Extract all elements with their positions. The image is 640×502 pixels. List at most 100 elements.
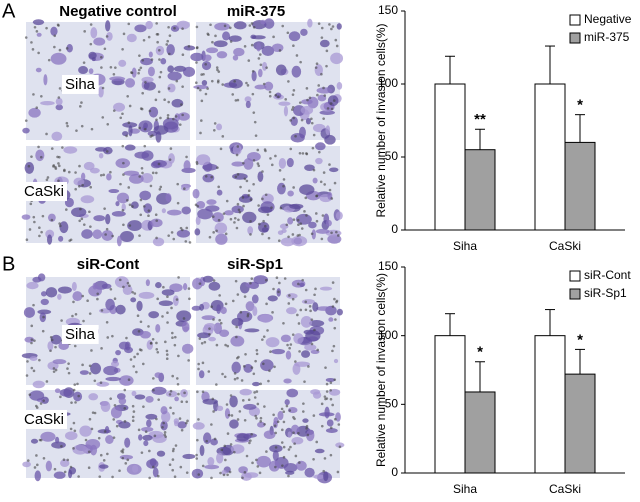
pore [250, 366, 254, 369]
pore [40, 94, 43, 98]
significance: ** [474, 111, 486, 128]
cell [148, 311, 160, 319]
cell [259, 314, 272, 323]
pore [272, 413, 275, 417]
cell [326, 419, 334, 427]
cell [40, 291, 47, 297]
pore [291, 105, 295, 109]
cell [301, 99, 313, 105]
pore [328, 23, 331, 26]
bar [564, 141, 596, 231]
pore [248, 441, 251, 445]
pore [276, 420, 280, 424]
pore [100, 55, 103, 59]
pore [229, 394, 233, 397]
pore [331, 25, 335, 28]
cell [140, 173, 154, 184]
pore [53, 34, 57, 38]
cell [111, 211, 126, 217]
pore [140, 451, 144, 454]
cell [213, 322, 222, 335]
pore [172, 237, 176, 241]
pore [250, 22, 254, 25]
pore [220, 448, 224, 452]
cell [71, 207, 87, 218]
cell [335, 211, 343, 220]
cell [90, 362, 102, 375]
pore [243, 45, 247, 48]
pore [204, 92, 208, 96]
pore [179, 465, 183, 469]
pore [231, 299, 235, 303]
cell [174, 396, 179, 402]
cell [116, 192, 130, 204]
cell [330, 52, 344, 65]
pore [142, 38, 146, 42]
pore [62, 458, 66, 461]
pore [149, 135, 153, 138]
cell [101, 283, 112, 289]
pore [135, 370, 138, 374]
pore [195, 61, 198, 64]
pore [164, 340, 167, 344]
pore [127, 186, 131, 189]
cell [122, 122, 138, 128]
cell [134, 394, 146, 400]
cell [244, 472, 259, 478]
cell [224, 210, 234, 216]
pore [99, 381, 103, 385]
pore [33, 25, 37, 29]
x-tick-label: Siha [453, 239, 477, 253]
pore [221, 372, 224, 376]
pore [241, 399, 245, 402]
pore [289, 445, 292, 449]
pore [246, 314, 250, 318]
pore [312, 133, 316, 137]
pore [236, 376, 239, 380]
pore [200, 341, 204, 345]
pore [308, 305, 312, 308]
pore [228, 26, 232, 30]
cell [222, 31, 231, 41]
pore [42, 456, 46, 460]
pore [77, 394, 80, 398]
legend-label: siR-Cont [584, 268, 631, 282]
cell [34, 470, 42, 482]
pore [317, 84, 321, 87]
cell [59, 221, 69, 234]
cell [253, 275, 269, 285]
pore [68, 239, 72, 242]
cell [176, 229, 191, 238]
pore [178, 123, 182, 126]
cell [263, 81, 274, 91]
cell [139, 331, 151, 339]
pore [77, 475, 80, 478]
cell [254, 84, 267, 90]
pore [282, 420, 286, 424]
pore [316, 93, 319, 97]
cell [301, 350, 311, 358]
cell [311, 229, 316, 240]
cell [110, 360, 120, 368]
cell [303, 329, 315, 335]
cell [145, 396, 154, 403]
pore [155, 341, 158, 345]
pore [205, 439, 208, 443]
pore [70, 401, 73, 404]
pore [155, 219, 159, 222]
cell [47, 213, 56, 222]
cell [174, 420, 179, 427]
cell [325, 377, 336, 383]
pore [274, 465, 277, 469]
pore [122, 285, 125, 289]
pore [157, 398, 160, 401]
pore [74, 171, 77, 174]
pore [173, 343, 177, 347]
pore [266, 213, 270, 216]
pore [215, 229, 218, 233]
pore [259, 63, 263, 67]
pore [210, 79, 214, 83]
pore [336, 234, 340, 237]
cell [147, 66, 155, 77]
cell [232, 54, 239, 61]
